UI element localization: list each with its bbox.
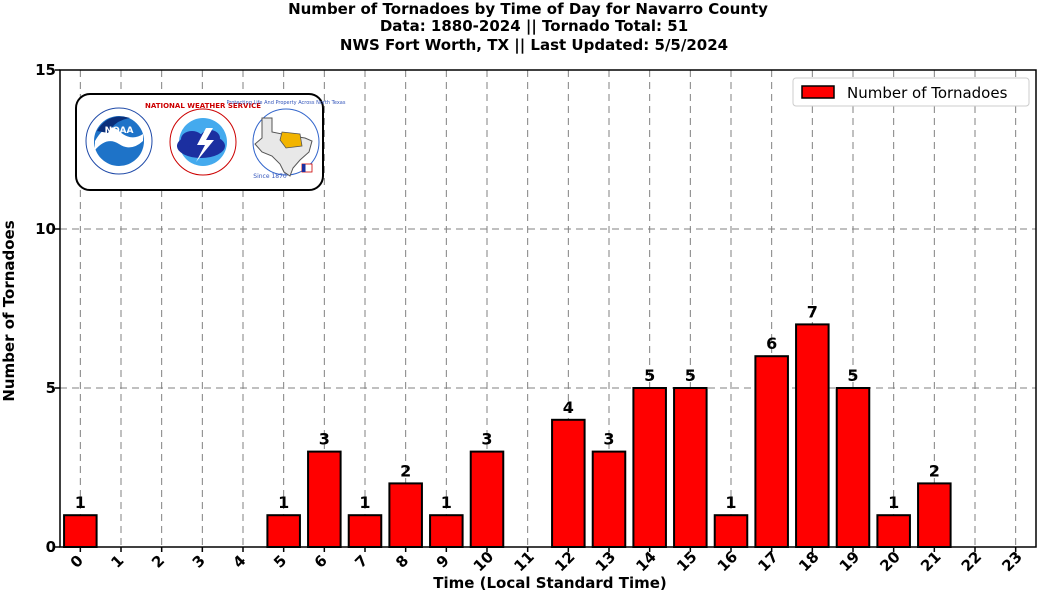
bar-hour-19 — [835, 387, 871, 548]
bar-hour-15 — [673, 387, 708, 548]
y-tick-label: 15 — [35, 61, 56, 79]
bar-hour-12 — [551, 418, 586, 548]
fwd-logo: Protecting Life And Property Across Nort… — [227, 100, 346, 180]
logo-panel: NOAA NATIONAL WEATHER SERVICE Protecting… — [75, 93, 346, 191]
data-label-hour-13: 3 — [603, 430, 614, 449]
data-label-hour-12: 4 — [563, 398, 574, 417]
data-label-hour-15: 5 — [685, 366, 696, 385]
data-label-hour-21: 2 — [929, 461, 940, 480]
data-label-hour-16: 1 — [725, 493, 736, 512]
x-tick-label: 13 — [592, 548, 619, 575]
x-tick-label: 3 — [189, 551, 209, 571]
plot-frame — [59, 69, 1037, 548]
x-axis-label: Time (Local Standard Time) — [433, 574, 667, 592]
x-tick-label: 8 — [392, 551, 412, 571]
bar-hour-18 — [795, 323, 830, 548]
x-tick-label: 19 — [836, 548, 863, 575]
bar-hour-5 — [266, 514, 301, 549]
x-tick-label: 9 — [433, 551, 453, 571]
legend: Number of Tornadoes — [792, 77, 1030, 107]
x-tick-label: 23 — [998, 548, 1025, 575]
data-label-hour-20: 1 — [888, 493, 899, 512]
data-label-hour-19: 5 — [847, 366, 858, 385]
bar-hour-0 — [63, 514, 98, 549]
chart-subtitle-office: NWS Fort Worth, TX || Last Updated: 5/5/… — [340, 36, 728, 55]
bar-hour-16 — [713, 514, 749, 549]
legend-box — [792, 77, 1030, 107]
data-label-hour-17: 6 — [766, 334, 777, 353]
y-tick-label: 0 — [46, 538, 56, 556]
nws-logo-text: NATIONAL WEATHER SERVICE — [145, 102, 261, 110]
x-tick-label: 21 — [917, 548, 944, 575]
fwd-logo-text: Protecting Life And Property Across Nort… — [227, 100, 346, 106]
x-tick-label: 18 — [795, 548, 822, 575]
data-label-hour-10: 3 — [481, 430, 492, 449]
nws-logo: NATIONAL WEATHER SERVICE — [145, 102, 261, 176]
data-label-hour-14: 5 — [644, 366, 655, 385]
data-label-hour-7: 1 — [359, 493, 370, 512]
legend-swatch — [801, 85, 835, 99]
x-tick-label: 17 — [754, 548, 781, 575]
data-label-hour-18: 7 — [807, 302, 818, 321]
data-label-hour-9: 1 — [441, 493, 452, 512]
x-tick-label: 11 — [510, 548, 537, 575]
x-tick-label: 6 — [311, 551, 331, 571]
chart-title: Number of Tornadoes by Time of Day for N… — [288, 0, 768, 18]
x-tick-label: 2 — [148, 551, 168, 571]
bars — [63, 323, 952, 549]
data-label-hour-0: 1 — [75, 493, 86, 512]
bar-hour-21 — [917, 482, 952, 548]
bar-hour-7 — [347, 514, 383, 549]
data-label-hour-5: 1 — [278, 493, 289, 512]
bar-hour-20 — [876, 514, 911, 549]
noaa-logo-text: NOAA — [105, 126, 134, 136]
x-tick-label: 12 — [551, 548, 578, 575]
x-tick-label: 4 — [229, 551, 249, 571]
bar-hour-8 — [388, 482, 423, 548]
x-tick-label: 10 — [470, 548, 497, 575]
bar-hour-13 — [591, 450, 627, 549]
x-tick-label: 16 — [714, 548, 741, 575]
x-tick-label: 22 — [958, 548, 985, 575]
data-label-hour-8: 2 — [400, 461, 411, 480]
chart-subtitle-data: Data: 1880-2024 || Tornado Total: 51 — [380, 17, 688, 36]
legend-label: Number of Tornadoes — [847, 84, 1008, 102]
y-tick-label: 5 — [46, 379, 56, 397]
x-tick-label: 14 — [632, 548, 659, 575]
bar-hour-17 — [754, 355, 789, 549]
x-tick-label: 20 — [876, 548, 903, 575]
bar-hour-6 — [307, 450, 342, 549]
bar-hour-10 — [469, 450, 505, 549]
y-axis-label: Number of Tornadoes — [0, 220, 18, 401]
fwd-since-text: Since 1870 — [253, 173, 287, 180]
x-tick-label: 7 — [351, 551, 371, 571]
x-tick-label: 15 — [673, 548, 700, 575]
data-label-hour-6: 3 — [319, 430, 330, 449]
x-tick-label: 0 — [67, 551, 87, 571]
bar-hour-9 — [429, 514, 464, 549]
bar-hour-14 — [632, 387, 667, 548]
x-tick-label: 5 — [270, 551, 290, 571]
noaa-logo: NOAA — [85, 107, 153, 175]
y-tick-label: 10 — [35, 220, 56, 238]
x-tick-label: 1 — [107, 551, 127, 571]
